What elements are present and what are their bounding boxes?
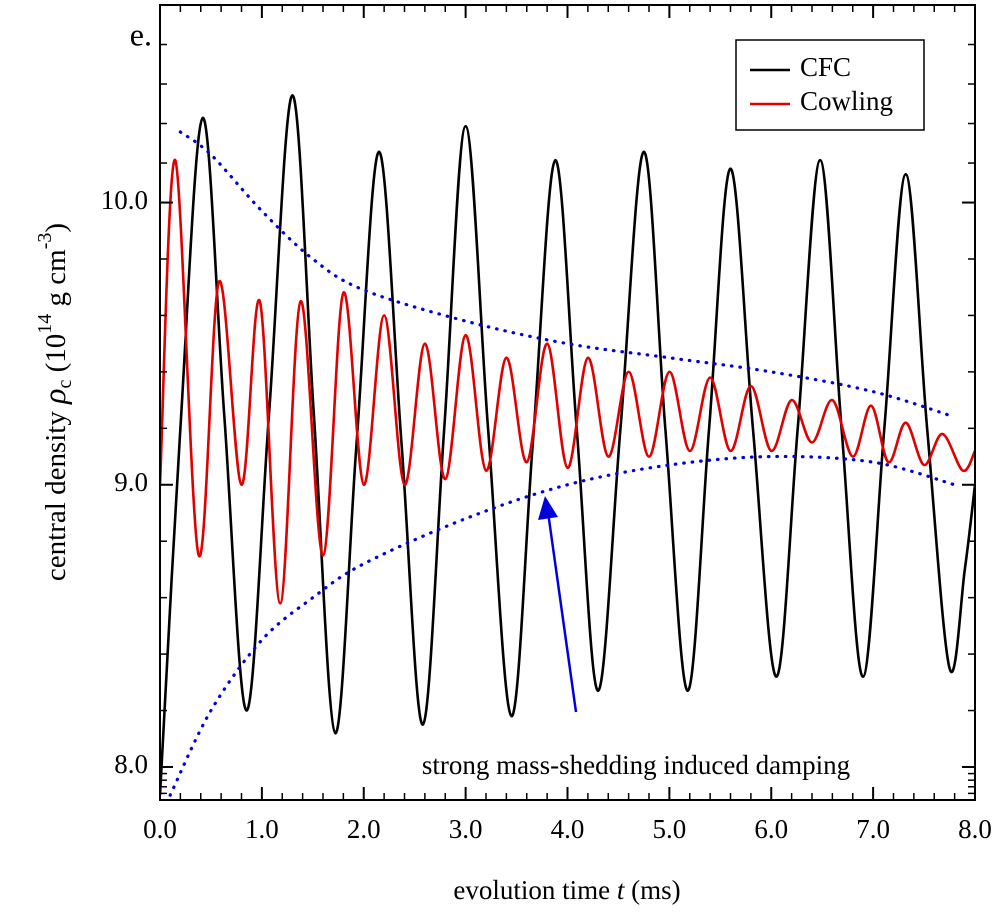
legend: CFC Cowling <box>735 39 925 131</box>
x-tick-label: 7.0 <box>856 814 890 844</box>
annotation-text: strong mass-shedding induced damping <box>422 750 850 780</box>
x-axis-label: evolution time t (ms) <box>453 875 680 905</box>
y-tick-label: 8.0 <box>114 749 148 779</box>
y-label-text: central density <box>40 404 72 581</box>
y-label-unit: g cm <box>40 249 72 314</box>
x-tick-label: 2.0 <box>347 814 381 844</box>
x-tick-label: 0.0 <box>143 814 177 844</box>
axes: 0.0 1.0 2.0 3.0 4.0 5.0 6.0 7.0 8.0 8.0 9.0 10.0 <box>101 5 992 844</box>
y-tick-label: 10.0 <box>101 185 148 215</box>
y-label-superscript: 14 <box>34 314 56 334</box>
y-label-symbol: ρ <box>36 389 72 405</box>
y-tick-label: 9.0 <box>114 467 148 497</box>
series-line <box>160 94 975 796</box>
envelope-line <box>178 130 957 419</box>
x-tick-label: 8.0 <box>958 814 992 844</box>
legend-label: Cowling <box>800 86 893 116</box>
annotation: strong mass-shedding induced damping <box>422 496 850 780</box>
x-tick-label: 5.0 <box>653 814 687 844</box>
x-label-text: evolution time <box>453 875 616 905</box>
x-tick-label: 3.0 <box>449 814 483 844</box>
plot-area <box>160 94 975 797</box>
y-label-unit: ) <box>40 223 72 233</box>
annotation-arrowhead <box>538 496 558 520</box>
y-label-subscript: c <box>54 380 76 389</box>
x-tick-label: 4.0 <box>551 814 585 844</box>
legend-box <box>735 39 925 131</box>
cropped-text: e. <box>130 16 152 52</box>
y-label-superscript: -3 <box>34 233 56 250</box>
annotation-arrow <box>546 511 578 713</box>
x-tick-label: 6.0 <box>754 814 788 844</box>
y-label-unit: (10 <box>40 334 72 380</box>
x-tick-label: 1.0 <box>245 814 279 844</box>
x-label-unit: (ms) <box>624 875 680 905</box>
y-axis-label: central density ρc (1014 g cm-3) <box>34 223 76 581</box>
series-line <box>160 158 975 605</box>
x-label-symbol: t <box>617 875 626 905</box>
legend-label: CFC <box>800 52 851 82</box>
